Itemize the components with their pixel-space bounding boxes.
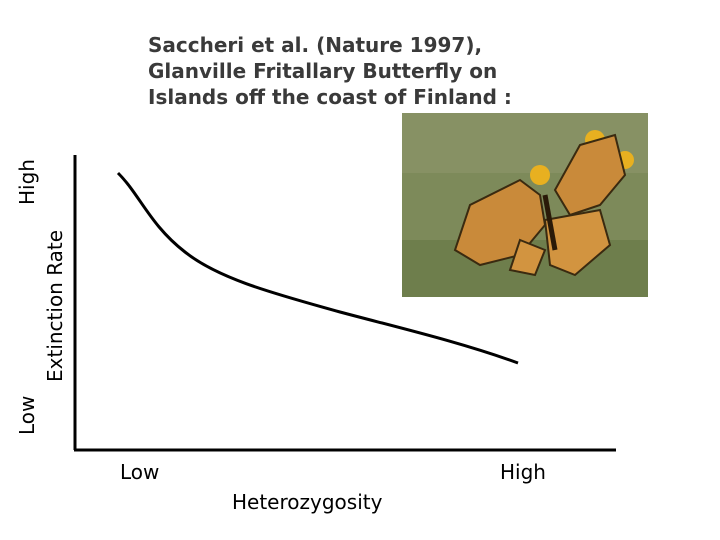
y-axis-label: Extinction Rate bbox=[43, 230, 67, 382]
title-line: Saccheri et al. (Nature 1997), bbox=[148, 33, 482, 57]
x-axis-label: Heterozygosity bbox=[232, 490, 383, 514]
title-line: Islands off the coast of Finland : bbox=[148, 85, 512, 109]
photo bbox=[402, 113, 648, 297]
trend-curve bbox=[116, 171, 519, 365]
x-high: High bbox=[500, 460, 546, 484]
title-line: Glanville Fritallary Butterfly on bbox=[148, 59, 497, 83]
y-high: High bbox=[15, 159, 39, 205]
y-low: Low bbox=[15, 396, 39, 435]
x-low: Low bbox=[120, 460, 159, 484]
